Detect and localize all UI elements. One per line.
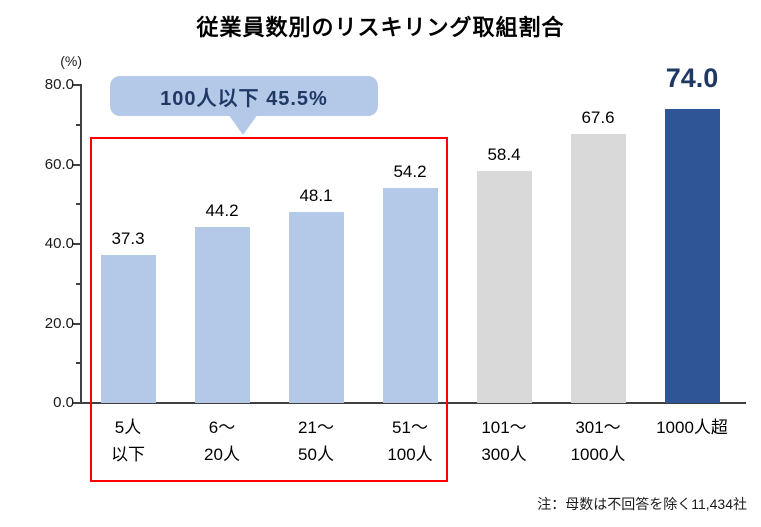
bar-6～20人 xyxy=(194,227,250,403)
callout-bubble: 100人以下 45.5% xyxy=(110,76,378,135)
y-tick-label: 80.0 xyxy=(44,76,74,93)
y-minor-tick xyxy=(76,203,81,206)
y-minor-tick xyxy=(76,123,81,126)
y-minor-tick xyxy=(76,282,81,285)
bar-value-label: 44.2 xyxy=(205,201,239,221)
bar-5人以下 xyxy=(100,254,156,403)
y-major-tick xyxy=(73,163,81,166)
bar-value-label: 74.0 xyxy=(665,62,719,93)
bar-value-label: 37.3 xyxy=(111,228,145,248)
footnote: 注：母数は不回答を除く11,434社 xyxy=(537,496,747,512)
x-axis-line xyxy=(78,402,746,404)
y-major-tick xyxy=(73,243,81,245)
y-minor-tick xyxy=(76,362,81,365)
y-tick-label: 60.0 xyxy=(44,155,74,173)
y-major-tick xyxy=(73,84,81,86)
bar-1000人超 xyxy=(664,108,720,403)
callout-tail xyxy=(228,114,258,135)
bar-21～50人 xyxy=(288,211,344,403)
bar-value-label: 54.2 xyxy=(393,161,427,181)
bar-value-label: 58.4 xyxy=(487,144,521,164)
y-major-tick xyxy=(73,402,81,404)
bar-51～100人 xyxy=(382,187,438,403)
y-axis-unit-label: (%) xyxy=(60,53,82,69)
y-tick-label: 40.0 xyxy=(44,235,74,252)
x-category-label: 101～ 300人 xyxy=(481,418,527,464)
y-axis-line xyxy=(80,84,82,404)
x-category-label: 21～ 50人 xyxy=(298,418,334,464)
y-major-tick xyxy=(73,322,81,325)
x-category-label: 5人 以下 xyxy=(111,418,145,464)
bar-value-label: 67.6 xyxy=(581,108,615,128)
y-tick-label: 20.0 xyxy=(44,314,74,332)
x-category-label: 301～ 1000人 xyxy=(570,418,626,464)
bar-101～300人 xyxy=(476,170,532,403)
x-category-label: 51～ 100人 xyxy=(387,418,433,464)
callout-text: 100人以下 45.5% xyxy=(160,87,328,110)
x-category-label: 1000人超 xyxy=(656,418,728,437)
y-tick-label: 0.0 xyxy=(53,394,74,411)
x-category-label: 6～ 20人 xyxy=(204,418,240,464)
chart-title: 従業員数別のリスキリング取組割合 xyxy=(196,15,565,40)
bar-value-label: 48.1 xyxy=(299,185,333,205)
bar-301～1000人 xyxy=(570,134,626,403)
